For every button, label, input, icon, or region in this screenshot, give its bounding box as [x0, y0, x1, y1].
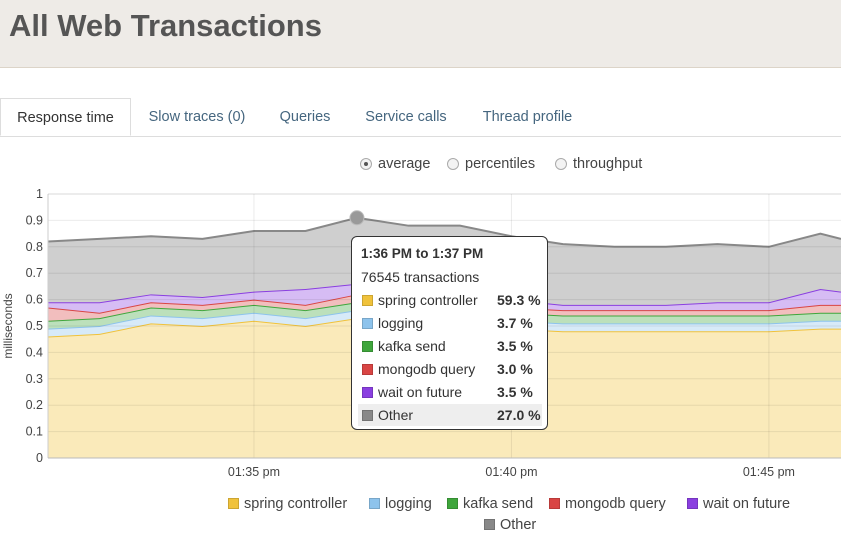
tab-response-time[interactable]: Response time — [0, 98, 131, 136]
y-tick-label: 0 — [36, 451, 43, 465]
legend-label: mongodb query — [565, 496, 666, 512]
radio-checked-icon — [360, 158, 372, 170]
chart-tooltip: 1:36 PM to 1:37 PM 76545 transactions sp… — [351, 236, 548, 430]
x-tick-label: 01:35 pm — [228, 465, 280, 479]
tooltip-row-name: mongodb query — [378, 361, 476, 377]
legend-label: wait on future — [703, 496, 791, 512]
radio-label: percentiles — [465, 156, 536, 172]
y-axis-label: milliseconds — [1, 293, 15, 358]
tab-bar: Response time Slow traces (0) Queries Se… — [0, 98, 841, 137]
legend-label: spring controller — [244, 496, 348, 512]
legend-label: logging — [385, 496, 432, 512]
legend-label: Other — [500, 517, 537, 533]
line-series-other — [47, 216, 841, 248]
y-tick-label: 1 — [36, 187, 43, 201]
tooltip-row-name: kafka send — [378, 338, 446, 354]
radio-label: average — [378, 156, 431, 172]
y-tick-label: 0.1 — [26, 425, 43, 439]
hover-point-marker — [349, 210, 365, 226]
swatch-icon — [362, 318, 373, 329]
swatch-icon — [228, 498, 239, 509]
legend-item-kafka-send[interactable]: kafka send — [447, 494, 533, 514]
legend-item-wait-on-future[interactable]: wait on future — [687, 494, 790, 514]
radio-percentiles[interactable]: percentiles — [447, 154, 535, 174]
radio-unchecked-icon — [555, 158, 567, 170]
swatch-icon — [362, 341, 373, 352]
y-tick-label: 0.3 — [26, 372, 43, 386]
legend-item-logging[interactable]: logging — [369, 494, 432, 514]
swatch-icon — [549, 498, 560, 509]
tooltip-row-name: Other — [378, 407, 414, 423]
tooltip-transaction-count: 76545 transactions — [361, 269, 480, 285]
swatch-icon — [484, 519, 495, 530]
x-tick-label: 01:45 pm — [743, 465, 795, 479]
radio-average[interactable]: average — [360, 154, 430, 174]
x-tick-label: 01:40 pm — [485, 465, 537, 479]
y-tick-label: 0.5 — [26, 319, 43, 333]
tab-slow-traces[interactable]: Slow traces (0) — [148, 109, 246, 125]
legend-item-spring-controller[interactable]: spring controller — [228, 494, 347, 514]
tooltip-row-wait-on-future: wait on future 3.5 % — [358, 381, 542, 403]
tooltip-row-name: spring controller — [378, 292, 478, 308]
y-tick-label: 0.2 — [26, 398, 43, 412]
radio-throughput[interactable]: throughput — [555, 154, 642, 174]
tooltip-row-value: 3.5 % — [497, 338, 533, 354]
tooltip-row-logging: logging 3.7 % — [358, 312, 542, 334]
legend-item-other[interactable]: Other — [484, 515, 536, 535]
swatch-icon — [362, 387, 373, 398]
tooltip-row-mongodb-query: mongodb query 3.0 % — [358, 358, 542, 380]
y-tick-label: 0.4 — [26, 345, 43, 359]
tooltip-row-value: 3.5 % — [497, 384, 533, 400]
tooltip-row-other: Other 27.0 % — [358, 404, 542, 426]
tooltip-row-value: 27.0 % — [497, 407, 541, 423]
tooltip-title: 1:36 PM to 1:37 PM — [361, 246, 484, 261]
legend-label: kafka send — [463, 496, 534, 512]
tooltip-row-name: wait on future — [378, 384, 463, 400]
swatch-icon — [447, 498, 458, 509]
legend-item-mongodb-query[interactable]: mongodb query — [549, 494, 666, 514]
swatch-icon — [362, 410, 373, 421]
swatch-icon — [362, 364, 373, 375]
tab-service-calls[interactable]: Service calls — [365, 109, 447, 125]
swatch-icon — [369, 498, 380, 509]
header: All Web Transactions — [0, 0, 841, 68]
tab-queries[interactable]: Queries — [279, 109, 331, 125]
tooltip-row-value: 3.7 % — [497, 315, 533, 331]
swatch-icon — [362, 295, 373, 306]
y-tick-label: 0.9 — [26, 213, 43, 227]
y-tick-label: 0.7 — [26, 266, 43, 280]
y-tick-label: 0.6 — [26, 293, 43, 307]
tooltip-row-spring-controller: spring controller 59.3 % — [358, 289, 542, 311]
tooltip-row-value: 3.0 % — [497, 361, 533, 377]
swatch-icon — [687, 498, 698, 509]
radio-unchecked-icon — [447, 158, 459, 170]
y-tick-label: 0.8 — [26, 240, 43, 254]
tab-thread-profile[interactable]: Thread profile — [482, 109, 573, 125]
tooltip-row-value: 59.3 % — [497, 292, 541, 308]
page-title: All Web Transactions — [9, 8, 322, 43]
tooltip-row-kafka-send: kafka send 3.5 % — [358, 335, 542, 357]
tooltip-row-name: logging — [378, 315, 424, 331]
radio-label: throughput — [573, 156, 643, 172]
